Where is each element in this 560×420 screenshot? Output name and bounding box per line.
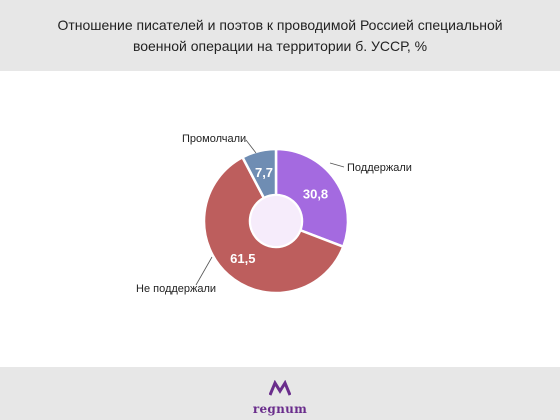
leader-line-ne-podderzhali xyxy=(195,256,213,286)
chart-header: Отношение писателей и поэтов к проводимо… xyxy=(0,0,560,71)
value-label-ne-podderzhali: 61,5 xyxy=(230,251,255,266)
value-label-podderzhali: 30,8 xyxy=(303,186,328,201)
brand-logo xyxy=(0,379,560,401)
leader-line-promolchali xyxy=(245,139,257,154)
slice-promolchali xyxy=(240,147,278,200)
slice-ne-podderzhali xyxy=(202,155,345,295)
category-label-promolchali: Промолчали xyxy=(182,133,246,145)
category-label-podderzhali: Поддержали xyxy=(347,162,412,174)
chart-title: Отношение писателей и поэтов к проводимо… xyxy=(57,16,503,54)
leader-line-podderzhali xyxy=(329,162,345,168)
value-label-promolchali: 7,7 xyxy=(255,165,273,180)
donut-center xyxy=(251,196,301,246)
chart-area: 30,8 Поддержали 61,5 Не поддержали 7,7 Промол… xyxy=(0,71,560,367)
brand-name: regnum xyxy=(252,402,308,416)
donut-chart: 30,8 Поддержали 61,5 Не поддержали 7,7 Промол… xyxy=(136,133,412,295)
regnum-logo-icon xyxy=(268,379,292,396)
category-label-ne-podderzhali: Не поддержали xyxy=(136,283,216,295)
slice-podderzhali xyxy=(274,147,350,249)
